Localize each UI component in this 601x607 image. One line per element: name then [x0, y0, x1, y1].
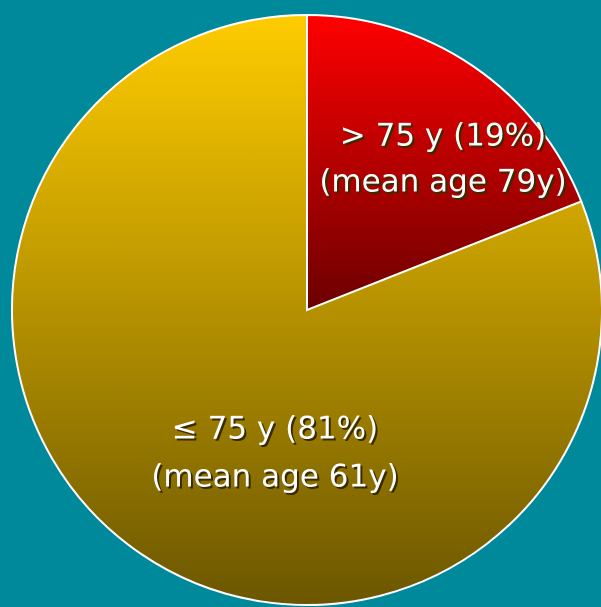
slice-label: ≤ 75 y (81%): [172, 411, 378, 447]
slice-label: (mean age 61y): [151, 459, 398, 495]
slice-label: (mean age 79y): [319, 164, 566, 200]
pie-slice: [306, 13, 583, 312]
slice-label: > 75 y (19%): [340, 118, 546, 154]
labels: > 75 y (19%)> 75 y (19%)(mean age 79y)(m…: [151, 118, 568, 497]
svg-text:≤ 75 y (81%): ≤ 75 y (81%): [174, 413, 380, 449]
svg-text:(mean age 61y): (mean age 61y): [153, 461, 400, 497]
slices: [11, 13, 601, 606]
pie-slice: [11, 13, 601, 606]
svg-text:> 75 y (19%): > 75 y (19%): [342, 120, 548, 156]
svg-text:(mean age 79y): (mean age 79y): [321, 166, 568, 202]
